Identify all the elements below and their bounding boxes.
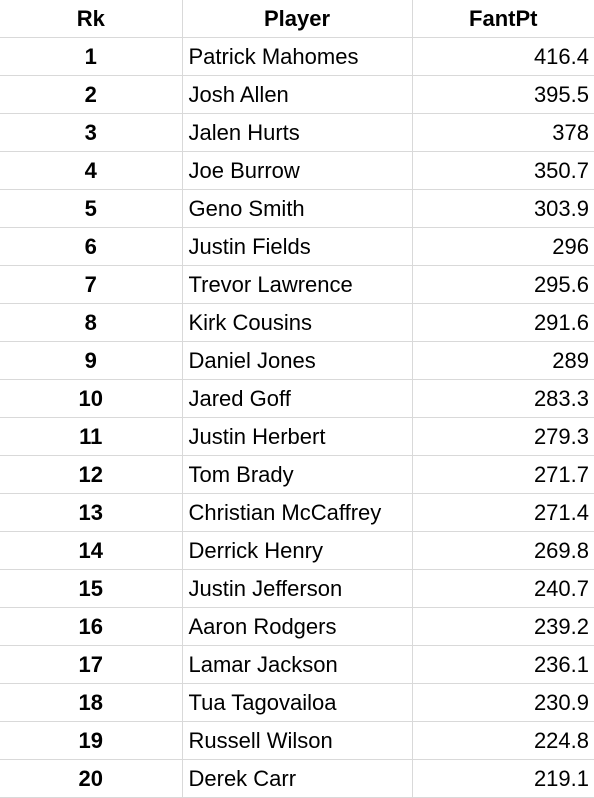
points-cell[interactable]: 219.1	[411, 759, 594, 798]
points-cell[interactable]: 303.9	[411, 189, 594, 228]
table-row: 19 Russell Wilson 224.8	[0, 721, 594, 760]
table-row: 9 Daniel Jones 289	[0, 341, 594, 380]
table-row: 4 Joe Burrow 350.7	[0, 151, 594, 190]
player-cell[interactable]: Kirk Cousins	[181, 303, 413, 342]
player-cell[interactable]: Tua Tagovailoa	[181, 683, 413, 722]
points-cell[interactable]: 271.4	[411, 493, 594, 532]
table-row: 14 Derrick Henry 269.8	[0, 531, 594, 570]
table-row: 18 Tua Tagovailoa 230.9	[0, 683, 594, 722]
table-row: 5 Geno Smith 303.9	[0, 189, 594, 228]
points-cell[interactable]: 236.1	[411, 645, 594, 684]
player-cell[interactable]: Josh Allen	[181, 75, 413, 114]
points-cell[interactable]: 350.7	[411, 151, 594, 190]
rank-cell[interactable]: 14	[0, 531, 183, 570]
points-cell[interactable]: 271.7	[411, 455, 594, 494]
table-row: 20 Derek Carr 219.1	[0, 759, 594, 798]
player-cell[interactable]: Derrick Henry	[181, 531, 413, 570]
rank-cell[interactable]: 9	[0, 341, 183, 380]
player-cell[interactable]: Joe Burrow	[181, 151, 413, 190]
table-row: 12 Tom Brady 271.7	[0, 455, 594, 494]
rank-cell[interactable]: 18	[0, 683, 183, 722]
table-row: 16 Aaron Rodgers 239.2	[0, 607, 594, 646]
table-row: 10 Jared Goff 283.3	[0, 379, 594, 418]
points-cell[interactable]: 230.9	[411, 683, 594, 722]
points-cell[interactable]: 416.4	[411, 37, 594, 76]
rank-cell[interactable]: 17	[0, 645, 183, 684]
rank-cell[interactable]: 2	[0, 75, 183, 114]
rank-cell[interactable]: 5	[0, 189, 183, 228]
header-row: Rk Player FantPt	[0, 0, 594, 38]
player-cell[interactable]: Tom Brady	[181, 455, 413, 494]
table-row: 7 Trevor Lawrence 295.6	[0, 265, 594, 304]
rank-cell[interactable]: 20	[0, 759, 183, 798]
rank-cell[interactable]: 10	[0, 379, 183, 418]
points-cell[interactable]: 295.6	[411, 265, 594, 304]
player-cell[interactable]: Geno Smith	[181, 189, 413, 228]
rank-cell[interactable]: 8	[0, 303, 183, 342]
rank-cell[interactable]: 15	[0, 569, 183, 608]
points-cell[interactable]: 279.3	[411, 417, 594, 456]
points-cell[interactable]: 239.2	[411, 607, 594, 646]
header-player[interactable]: Player	[181, 0, 413, 38]
table-row: 2 Josh Allen 395.5	[0, 75, 594, 114]
table-row: 3 Jalen Hurts 378	[0, 113, 594, 152]
points-cell[interactable]: 378	[411, 113, 594, 152]
rank-cell[interactable]: 3	[0, 113, 183, 152]
table-row: 1 Patrick Mahomes 416.4	[0, 37, 594, 76]
table-row: 11 Justin Herbert 279.3	[0, 417, 594, 456]
points-cell[interactable]: 291.6	[411, 303, 594, 342]
points-cell[interactable]: 395.5	[411, 75, 594, 114]
table-row: 15 Justin Jefferson 240.7	[0, 569, 594, 608]
table-row: 13 Christian McCaffrey 271.4	[0, 493, 594, 532]
player-cell[interactable]: Aaron Rodgers	[181, 607, 413, 646]
points-cell[interactable]: 296	[411, 227, 594, 266]
header-rank[interactable]: Rk	[0, 0, 183, 38]
rank-cell[interactable]: 1	[0, 37, 183, 76]
rank-cell[interactable]: 19	[0, 721, 183, 760]
points-cell[interactable]: 283.3	[411, 379, 594, 418]
rank-cell[interactable]: 6	[0, 227, 183, 266]
points-cell[interactable]: 224.8	[411, 721, 594, 760]
player-cell[interactable]: Jared Goff	[181, 379, 413, 418]
player-cell[interactable]: Justin Jefferson	[181, 569, 413, 608]
header-fantasy-points[interactable]: FantPt	[411, 0, 594, 38]
rank-cell[interactable]: 11	[0, 417, 183, 456]
points-cell[interactable]: 289	[411, 341, 594, 380]
rank-cell[interactable]: 12	[0, 455, 183, 494]
table-row: 17 Lamar Jackson 236.1	[0, 645, 594, 684]
table-row: 6 Justin Fields 296	[0, 227, 594, 266]
rank-cell[interactable]: 4	[0, 151, 183, 190]
table-row: 8 Kirk Cousins 291.6	[0, 303, 594, 342]
player-cell[interactable]: Derek Carr	[181, 759, 413, 798]
player-cell[interactable]: Patrick Mahomes	[181, 37, 413, 76]
player-cell[interactable]: Justin Herbert	[181, 417, 413, 456]
rank-cell[interactable]: 16	[0, 607, 183, 646]
points-cell[interactable]: 240.7	[411, 569, 594, 608]
player-cell[interactable]: Justin Fields	[181, 227, 413, 266]
player-cell[interactable]: Russell Wilson	[181, 721, 413, 760]
player-cell[interactable]: Trevor Lawrence	[181, 265, 413, 304]
rank-cell[interactable]: 13	[0, 493, 183, 532]
player-cell[interactable]: Lamar Jackson	[181, 645, 413, 684]
player-cell[interactable]: Jalen Hurts	[181, 113, 413, 152]
player-cell[interactable]: Christian McCaffrey	[181, 493, 413, 532]
player-cell[interactable]: Daniel Jones	[181, 341, 413, 380]
points-cell[interactable]: 269.8	[411, 531, 594, 570]
rank-cell[interactable]: 7	[0, 265, 183, 304]
